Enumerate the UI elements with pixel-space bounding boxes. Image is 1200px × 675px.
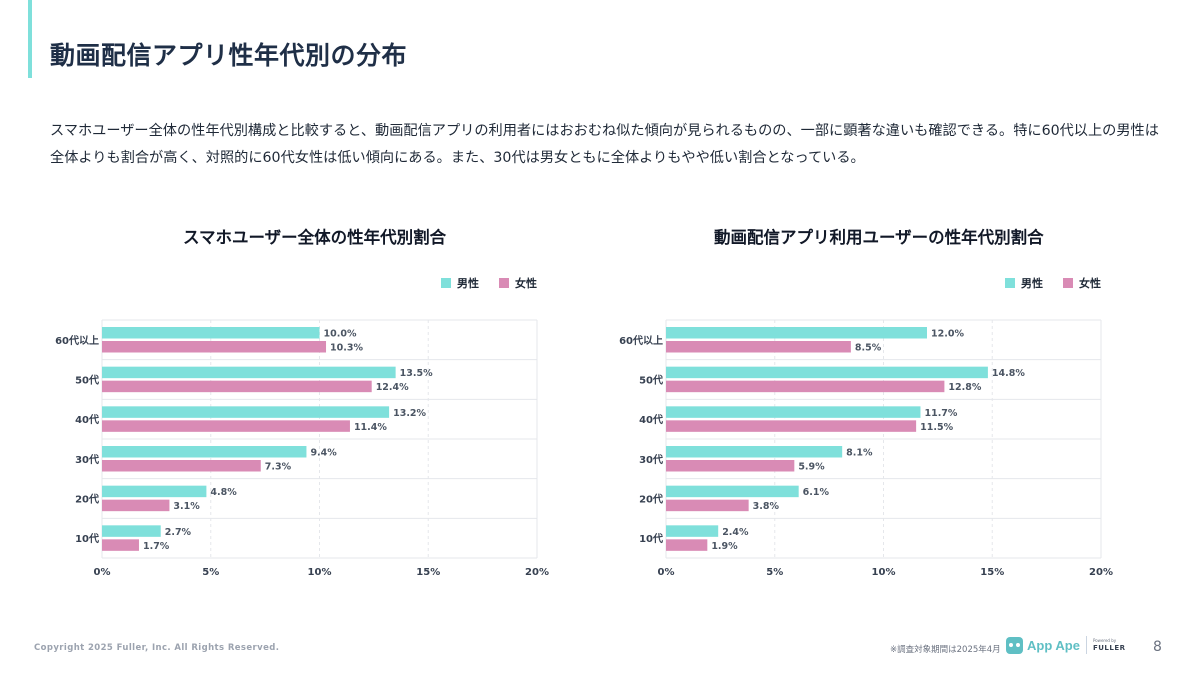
- x-tick-label: 10%: [308, 567, 332, 578]
- x-tick-label: 20%: [1089, 567, 1113, 578]
- x-tick-label: 15%: [980, 567, 1004, 578]
- legend-swatch-male: [441, 278, 451, 288]
- y-tick-label: 10代: [75, 532, 99, 545]
- y-tick-label: 30代: [639, 453, 663, 466]
- title-accent-bar: [28, 0, 32, 78]
- bar-male: [102, 327, 320, 339]
- bar-female: [102, 499, 170, 512]
- legend-label-female: 女性: [1079, 276, 1101, 290]
- legend-label-male: 男性: [457, 276, 479, 290]
- x-tick-label: 10%: [872, 567, 896, 578]
- app-ape-logo-icon: [1006, 636, 1023, 654]
- bar-female: [666, 499, 749, 512]
- bar-female: [666, 539, 708, 551]
- bar-female: [102, 539, 139, 551]
- survey-period-note: ※調査対象期間は2025年4月: [890, 645, 1001, 655]
- data-label-male: 11.7%: [924, 408, 957, 419]
- brand-divider: [1085, 636, 1087, 654]
- data-label-female: 11.5%: [920, 422, 953, 433]
- bar-male: [102, 525, 161, 537]
- bar-female: [666, 380, 945, 393]
- bar-female: [666, 341, 851, 353]
- brand-name: App Ape: [1027, 637, 1080, 653]
- data-label-male: 9.4%: [310, 448, 337, 459]
- y-tick-label: 20代: [639, 493, 663, 506]
- bar-female: [102, 380, 372, 393]
- intro-paragraph: スマホユーザー全体の性年代別構成と比較すると、動画配信アプリの利用者にはおおむね…: [50, 123, 1159, 166]
- data-label-male: 12.0%: [931, 329, 964, 340]
- chart-video-app-users: 0% 5% 10% 15% 20% 60代以上 12.0% 8.5% 50代 14.8% 12.8%…: [619, 276, 1113, 578]
- fuller-wordmark: FULLER: [1092, 643, 1126, 652]
- data-label-male: 14.8%: [992, 368, 1025, 379]
- legend-label-female: 女性: [515, 276, 537, 290]
- data-label-female: 12.8%: [948, 382, 981, 393]
- legend-swatch-female: [1063, 278, 1073, 288]
- y-tick-label: 60代以上: [55, 334, 99, 347]
- y-tick-label: 60代以上: [619, 334, 663, 347]
- data-label-male: 10.0%: [324, 329, 357, 340]
- x-tick-label: 5%: [202, 567, 219, 578]
- data-label-female: 3.1%: [173, 501, 200, 512]
- legend-swatch-female: [499, 278, 509, 288]
- bar-male: [666, 446, 843, 458]
- y-tick-label: 20代: [75, 493, 99, 506]
- data-label-female: 1.7%: [143, 541, 170, 552]
- bar-male: [102, 406, 390, 418]
- data-label-male: 8.1%: [846, 448, 873, 459]
- powered-by-fuller: Powered by FULLER: [1092, 637, 1126, 652]
- bar-male: [666, 485, 799, 498]
- chart-all-users: 0% 5% 10% 15% 20% 60代以上 10.0% 10.3% 50代 13.5% 12.4…: [55, 276, 549, 578]
- data-label-male: 6.1%: [803, 487, 830, 498]
- data-label-female: 1.9%: [711, 541, 738, 552]
- x-tick-label: 0%: [658, 567, 675, 578]
- y-tick-label: 30代: [75, 453, 99, 466]
- bar-male: [102, 446, 307, 458]
- x-tick-label: 0%: [94, 567, 111, 578]
- y-tick-label: 40代: [75, 413, 99, 426]
- chart-title-all-users: スマホユーザー全体の性年代別割合: [183, 228, 447, 247]
- data-label-female: 8.5%: [855, 343, 882, 354]
- data-label-male: 2.7%: [165, 527, 192, 538]
- bar-male: [102, 366, 396, 379]
- bar-male: [666, 406, 921, 418]
- brand-logo: App Ape Powered by FULLER: [1006, 636, 1126, 654]
- page-number: 8: [1153, 639, 1162, 655]
- copyright: Copyright 2025 Fuller, Inc. All Rights R…: [34, 643, 280, 653]
- data-label-female: 5.9%: [798, 462, 825, 473]
- bar-male: [666, 525, 719, 537]
- data-label-female: 3.8%: [753, 501, 780, 512]
- bar-female: [102, 460, 261, 472]
- y-tick-label: 50代: [75, 374, 99, 387]
- powered-by-label: Powered by: [1092, 637, 1117, 643]
- data-label-female: 10.3%: [330, 343, 363, 354]
- y-tick-label: 50代: [639, 374, 663, 387]
- data-label-female: 11.4%: [354, 422, 387, 433]
- bar-female: [666, 460, 795, 472]
- x-tick-label: 5%: [766, 567, 783, 578]
- legend-label-male: 男性: [1021, 276, 1043, 290]
- data-label-female: 7.3%: [265, 462, 292, 473]
- y-tick-label: 10代: [639, 532, 663, 545]
- y-tick-label: 40代: [639, 413, 663, 426]
- bar-male: [666, 327, 927, 339]
- data-label-male: 2.4%: [722, 527, 749, 538]
- legend-swatch-male: [1005, 278, 1015, 288]
- bar-female: [666, 420, 917, 432]
- chart-title-video-app-users: 動画配信アプリ利用ユーザーの性年代別割合: [714, 228, 1044, 247]
- data-label-male: 13.2%: [393, 408, 426, 419]
- x-tick-label: 15%: [416, 567, 440, 578]
- x-tick-label: 20%: [525, 567, 549, 578]
- data-label-male: 13.5%: [400, 368, 433, 379]
- page-title: 動画配信アプリ性年代別の分布: [50, 41, 408, 70]
- data-label-male: 4.8%: [210, 487, 237, 498]
- bar-male: [666, 366, 988, 379]
- bar-female: [102, 420, 350, 432]
- bar-female: [102, 341, 327, 353]
- bar-male: [102, 485, 207, 498]
- data-label-female: 12.4%: [376, 382, 409, 393]
